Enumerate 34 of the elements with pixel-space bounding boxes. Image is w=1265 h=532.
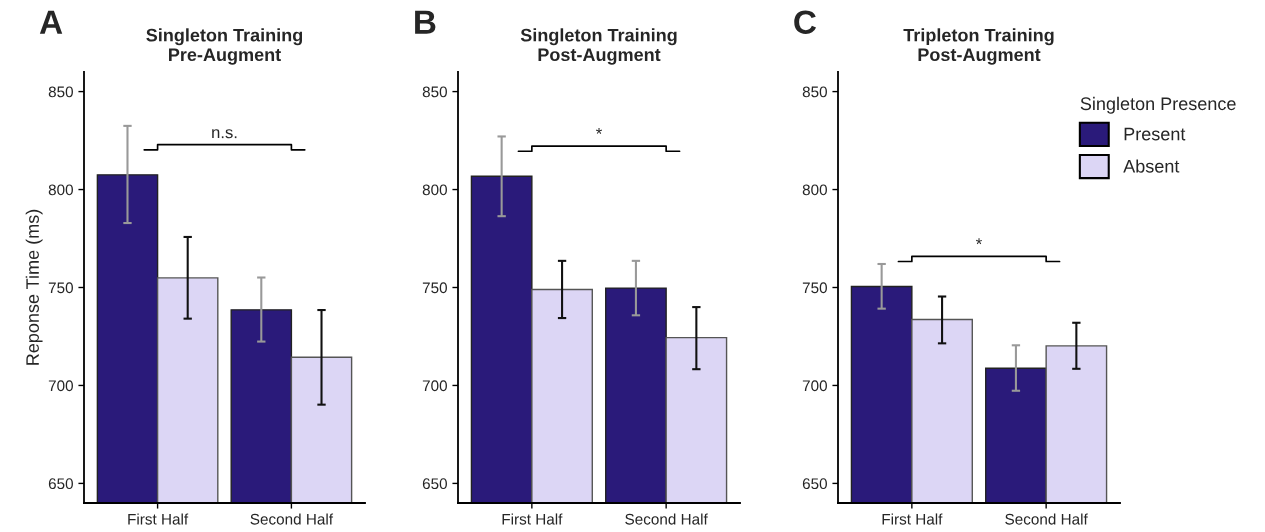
y-tick-label: 750 bbox=[48, 282, 73, 294]
text: C bbox=[794, 10, 817, 34]
y-tick-label: 850 bbox=[422, 86, 447, 98]
y-tick-label: 650 bbox=[802, 478, 827, 490]
y-axis-title: Reponse Time (ms) bbox=[25, 209, 43, 365]
y-tick-label: 850 bbox=[802, 86, 827, 98]
chart-title: Singleton Training Post-Augment bbox=[520, 28, 677, 65]
legend-title: Singleton Presence bbox=[1080, 96, 1236, 114]
legend-label: Present bbox=[1124, 127, 1186, 141]
y-tick-label: 700 bbox=[422, 380, 447, 392]
x-tick-label: First Half bbox=[128, 513, 189, 525]
y-tick-label: 650 bbox=[422, 478, 447, 490]
y-tick-label: 750 bbox=[422, 282, 447, 294]
y-tick-label: 800 bbox=[48, 184, 73, 196]
annotation: n.s. bbox=[212, 129, 237, 139]
annotation: * bbox=[976, 238, 982, 245]
y-tick-label: 850 bbox=[48, 86, 73, 98]
chart-title: Singleton Training Pre-Augment bbox=[146, 28, 303, 65]
y-tick-label: 800 bbox=[422, 184, 447, 196]
x-tick-label: Second Half bbox=[625, 513, 708, 525]
text: A bbox=[39, 10, 63, 34]
y-tick-label: 650 bbox=[48, 478, 73, 490]
x-tick-label: First Half bbox=[502, 513, 563, 525]
y-tick-label: 800 bbox=[802, 184, 827, 196]
annotation: * bbox=[596, 128, 602, 134]
x-tick-label: Second Half bbox=[250, 513, 334, 525]
text: B bbox=[415, 10, 436, 34]
legend-label: Absent bbox=[1123, 159, 1180, 173]
x-tick-label: First Half bbox=[882, 513, 943, 525]
y-tick-label: 700 bbox=[802, 380, 827, 392]
y-tick-label: 750 bbox=[802, 282, 827, 294]
chart-title: Tripleton Training Post-Augment bbox=[903, 28, 1054, 65]
x-tick-label: Second Half bbox=[1005, 513, 1088, 525]
y-tick-label: 700 bbox=[48, 380, 73, 392]
